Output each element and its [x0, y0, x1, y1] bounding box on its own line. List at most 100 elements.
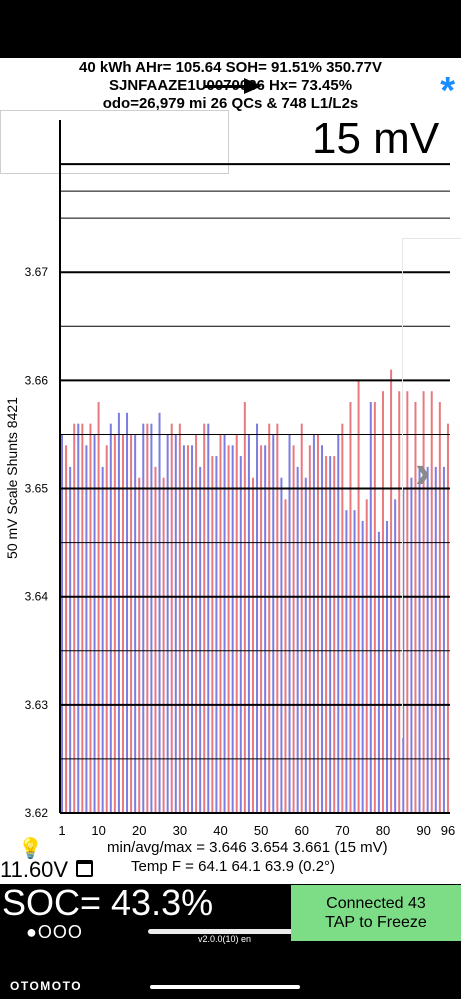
temperature-stats: Temp F = 64.1 64.1 63.9 (0.2°): [131, 858, 336, 875]
cell-bar-76: [365, 499, 368, 813]
cell-bar-13: [109, 423, 112, 813]
y-tick-label: 3.65: [25, 482, 49, 496]
cell-bar-39: [215, 456, 218, 813]
cell-bar-46: [243, 402, 246, 813]
y-axis-title: 50 mV Scale Shunts 8421: [4, 397, 20, 559]
page-dots[interactable]: ●OOO: [26, 922, 83, 942]
cell-bar-25: [158, 412, 161, 813]
cell-bar-71: [345, 510, 348, 813]
scale-readout[interactable]: 15 mV: [312, 114, 440, 163]
connect-freeze-button[interactable]: Connected 43 TAP to Freeze: [291, 885, 461, 941]
cell-bar-95: [442, 466, 445, 813]
cell-bar-62: [308, 445, 311, 813]
connect-status-label: Connected 43: [326, 895, 426, 912]
lightbulb-icon[interactable]: 💡: [18, 838, 43, 860]
y-tick-label: 3.62: [25, 806, 49, 820]
cell-bar-52: [268, 423, 271, 813]
cell-bar-18: [130, 434, 133, 813]
x-tick-label: 30: [173, 823, 187, 838]
cell-bar-49: [256, 423, 259, 813]
scrub-slider[interactable]: [148, 929, 298, 934]
x-tick-label: 70: [335, 823, 349, 838]
state-of-charge: SOC= 43.3%: [2, 882, 214, 923]
cell-bar-84: [398, 391, 401, 813]
x-tick-label: 80: [376, 823, 390, 838]
cell-bar-87: [410, 477, 413, 813]
y-tick-label: 3.66: [25, 373, 49, 387]
cell-bar-26: [162, 477, 165, 813]
calendar-icon[interactable]: [76, 860, 93, 877]
cell-bar-60: [300, 423, 303, 813]
cell-bar-48: [251, 477, 254, 813]
x-tick-label: 10: [91, 823, 105, 838]
cell-bar-69: [337, 434, 340, 813]
x-tick-label: 20: [132, 823, 146, 838]
cell-bar-19: [134, 434, 137, 813]
cell-bar-12: [105, 445, 108, 813]
cell-bar-79: [377, 531, 380, 813]
cell-bar-8: [89, 423, 92, 813]
y-tick-label: 3.67: [25, 265, 49, 279]
cell-bar-10: [97, 402, 100, 813]
cell-bar-50: [260, 445, 263, 813]
cell-bar-77: [369, 402, 372, 813]
cell-bar-32: [186, 445, 189, 813]
odometer-line: odo=26,979 mi 26 QCs & 748 L1/L2s: [102, 95, 359, 112]
cell-bar-80: [381, 391, 384, 813]
cell-bar-94: [438, 402, 441, 813]
cell-bar-64: [316, 434, 319, 813]
cell-bar-15: [117, 412, 120, 813]
cell-bar-41: [223, 434, 226, 813]
cell-bar-55: [280, 477, 283, 813]
cell-bar-53: [272, 434, 275, 813]
cell-bar-96: [446, 423, 449, 813]
chevron-right-icon[interactable]: ›: [415, 445, 431, 497]
y-tick-label: 3.64: [25, 590, 49, 604]
arrow-right-icon-shaft: [204, 85, 246, 88]
cell-bar-33: [191, 445, 194, 813]
cell-bar-89: [418, 466, 421, 813]
cell-bar-35: [199, 466, 202, 813]
status-bar: [0, 0, 461, 58]
x-tick-label: 90: [416, 823, 430, 838]
cell-bar-59: [296, 466, 299, 813]
cell-bar-7: [85, 445, 88, 813]
cell-bar-51: [264, 445, 267, 813]
freeze-frame-box[interactable]: [0, 110, 229, 174]
cell-bar-14: [113, 434, 116, 813]
battery-summary-line: 40 kWh AHr= 105.64 SOH= 91.51% 350.77V: [79, 59, 382, 76]
cell-bar-20: [138, 477, 141, 813]
cell-bar-90: [422, 391, 425, 813]
cell-bar-93: [434, 466, 437, 813]
aux-battery-voltage: 11.60V: [0, 857, 69, 882]
cell-bar-1: [61, 434, 64, 813]
cell-bar-86: [406, 391, 409, 813]
cell-bar-88: [414, 402, 417, 813]
cell-bar-16: [121, 434, 124, 813]
cell-bar-22: [146, 423, 149, 813]
cell-bar-68: [333, 456, 336, 813]
cell-bar-9: [93, 434, 96, 813]
cell-bar-82: [390, 369, 393, 813]
cell-bar-92: [430, 391, 433, 813]
home-indicator[interactable]: [150, 985, 300, 989]
cell-voltage-chart: 3.62 3.63 3.64 3.65 3.66 3.67 1 10 20 30 40 50 60 70 8…: [25, 120, 455, 838]
cell-bar-23: [150, 423, 153, 813]
tap-freeze-label: TAP to Freeze: [325, 914, 427, 931]
cell-bar-29: [174, 434, 177, 813]
cell-bar-65: [321, 445, 324, 813]
x-tick-label: 40: [213, 823, 227, 838]
cell-bar-27: [166, 434, 169, 813]
cell-bar-67: [329, 456, 332, 813]
x-tick-label: 60: [294, 823, 308, 838]
x-tick-label: 1: [58, 823, 65, 838]
cell-bar-11: [101, 466, 104, 813]
cell-bar-70: [341, 423, 344, 813]
cell-bar-24: [154, 466, 157, 813]
cell-bar-47: [247, 434, 250, 813]
cell-bar-75: [361, 520, 364, 813]
cell-bar-36: [203, 423, 206, 813]
cell-bar-5: [77, 423, 80, 813]
cell-bar-63: [312, 434, 315, 813]
bluetooth-star-icon[interactable]: *: [440, 70, 455, 112]
